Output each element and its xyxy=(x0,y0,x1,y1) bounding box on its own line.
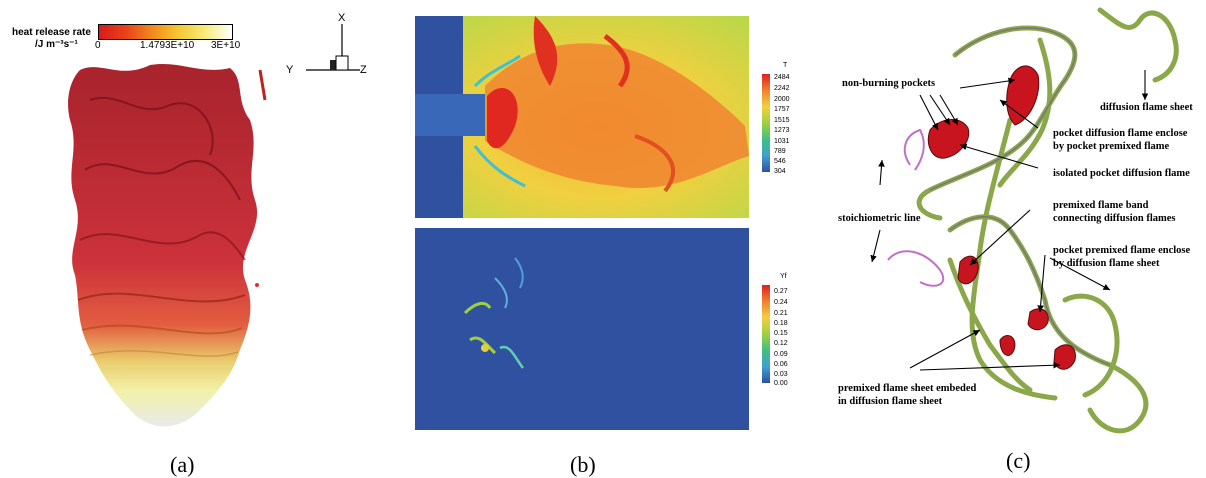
fuel-tick-0: 0.27 xyxy=(774,288,788,295)
temperature-tick-4: 1515 xyxy=(774,117,790,124)
axis-label-z: Z xyxy=(360,64,367,76)
annotation-diffusion-flame-sheet: diffusion flame sheet xyxy=(1100,102,1193,113)
panel-a: heat release rate /J m⁻³s⁻¹ 0 1.4793E+10… xyxy=(0,0,390,477)
panel-a-caption: (a) xyxy=(170,452,195,477)
fuel-tick-3: 0.18 xyxy=(774,320,788,327)
panel-c-caption: (c) xyxy=(1006,448,1031,473)
annotation-premixed-band-line2: connecting diffusion flames xyxy=(1053,213,1176,224)
temperature-tick-6: 1031 xyxy=(774,138,790,145)
annotation-premixed-band-line1: premixed flame band xyxy=(1053,200,1149,211)
annotation-non-burning-pockets: non-burning pockets xyxy=(842,78,936,89)
temperature-tick-9: 304 xyxy=(774,168,786,175)
heat-release-colorbar-unit: /J m⁻³s⁻¹ xyxy=(35,39,78,50)
colorbar-tick-2: 3E+10 xyxy=(211,40,241,51)
annotation-embedded-line2: in diffusion flame sheet xyxy=(838,396,943,407)
fuel-tick-1: 0.24 xyxy=(774,299,788,306)
temperature-field xyxy=(415,16,749,218)
fuel-tick-6: 0.09 xyxy=(774,351,788,358)
temperature-legend-bar xyxy=(762,74,770,172)
temperature-tick-8: 546 xyxy=(774,158,786,165)
temperature-tick-3: 1757 xyxy=(774,106,790,113)
heat-release-colorbar xyxy=(98,24,233,40)
flame-structure-diagram xyxy=(870,7,1179,434)
fuel-tick-9: 0.00 xyxy=(774,380,788,387)
panel-b-caption: (b) xyxy=(570,452,596,477)
fuel-tick-4: 0.15 xyxy=(774,330,788,337)
annotation-pocket-diffusion-line1: pocket diffusion flame enclose xyxy=(1053,128,1188,139)
annotation-isolated-pocket: isolated pocket diffusion flame xyxy=(1053,168,1190,179)
fuel-tick-8: 0.03 xyxy=(774,371,788,378)
fuel-tick-7: 0.06 xyxy=(774,361,788,368)
annotation-pocket-premixed-line1: pocket premixed flame enclose xyxy=(1053,245,1191,256)
panel-c: non-burning pockets diffusion flame shee… xyxy=(810,0,1206,477)
colorbar-tick-0: 0 xyxy=(95,40,101,51)
axis-triad-icon xyxy=(306,24,360,71)
temperature-tick-0: 2484 xyxy=(774,74,790,81)
annotation-embedded-line1: premixed flame sheet embeded xyxy=(838,383,977,394)
axis-label-x: X xyxy=(338,12,346,24)
temperature-tick-5: 1273 xyxy=(774,127,790,134)
temperature-tick-7: 789 xyxy=(774,148,786,155)
panel-b: T 2484 2242 2000 1757 1515 1273 1031 789… xyxy=(390,0,810,477)
fuel-legend-title: Yf xyxy=(780,273,787,280)
annotation-stoichiometric-line: stoichiometric line xyxy=(838,213,921,224)
fuel-tick-2: 0.21 xyxy=(774,310,788,317)
temperature-tick-1: 2242 xyxy=(774,85,790,92)
fuel-legend-bar xyxy=(762,285,770,383)
annotation-pocket-diffusion-line2: by pocket premixed flame xyxy=(1053,141,1170,152)
fuel-fraction-field xyxy=(415,228,749,430)
temperature-tick-2: 2000 xyxy=(774,96,790,103)
colorbar-tick-1: 1.4793E+10 xyxy=(140,40,195,51)
fuel-tick-5: 0.12 xyxy=(774,340,788,347)
heat-release-colorbar-title: heat release rate xyxy=(12,27,91,38)
axis-label-y: Y xyxy=(286,64,294,76)
temperature-legend-title: T xyxy=(783,62,788,69)
heat-release-isosurface xyxy=(68,63,267,427)
annotation-pocket-premixed-line2: by diffusion flame sheet xyxy=(1053,258,1160,269)
